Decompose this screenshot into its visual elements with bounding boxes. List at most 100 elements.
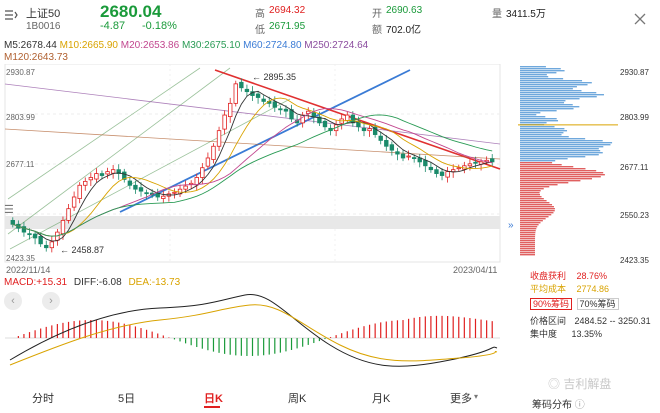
chip-bar <box>520 76 549 78</box>
candle-body <box>27 233 32 236</box>
candlestick-chart[interactable] <box>0 64 510 264</box>
stock-code: 1B0016 <box>26 21 61 32</box>
candle-body <box>233 83 238 104</box>
chip90-button[interactable]: 90%筹码 <box>530 298 573 310</box>
chip-bar <box>520 202 550 204</box>
expand-chart-icon[interactable]: » <box>508 220 514 231</box>
chip-distribution-button[interactable]: 筹码分布 ⓘ <box>532 396 585 411</box>
chip-bar <box>520 224 539 226</box>
close-icon[interactable] <box>634 12 646 25</box>
chip-bar <box>520 150 601 152</box>
ma120-value: M120:2643.73 <box>4 52 68 63</box>
candle-body <box>44 244 49 249</box>
candle-body <box>400 153 406 159</box>
high-value: 2694.32 <box>269 5 306 16</box>
volume-value: 3411.5万 <box>506 9 546 20</box>
more-dropdown-icon[interactable]: ▾ <box>474 392 479 401</box>
chip-bar <box>520 108 574 110</box>
chip70-button[interactable]: 70%筹码 <box>576 298 619 310</box>
chip-bar <box>520 166 574 168</box>
chip-bar <box>520 130 568 132</box>
chip-bar <box>520 182 569 184</box>
chip-bar <box>520 200 547 202</box>
chip-bar <box>520 116 546 118</box>
drawing-tool-icon[interactable]: ☰ <box>4 204 14 216</box>
open-value: 2690.63 <box>386 5 423 16</box>
low-label: 低 <box>255 25 265 36</box>
candle-body <box>490 158 495 163</box>
chip-bar <box>520 176 601 178</box>
prev-icon[interactable]: ‹ <box>4 292 22 310</box>
candle-body <box>467 163 473 167</box>
candle-body <box>239 81 244 89</box>
chip-bar <box>520 214 552 216</box>
chip-distribution-label: 筹码分布 <box>532 400 572 411</box>
chip-bar <box>520 164 562 166</box>
candle-body <box>283 108 289 112</box>
candle-body <box>406 155 411 158</box>
candle-body <box>138 187 144 192</box>
low-value: 2671.95 <box>269 21 306 32</box>
candle-body <box>116 169 121 174</box>
chip-bar <box>520 170 597 172</box>
chip-bar <box>520 86 577 88</box>
tab-weekly-k[interactable]: 周K <box>288 393 307 405</box>
next-icon[interactable]: › <box>42 292 60 310</box>
candle-body <box>255 93 261 98</box>
menu-icon[interactable] <box>4 8 18 22</box>
tab-5day[interactable]: 5日 <box>118 393 136 405</box>
tab-more[interactable]: 更多 <box>450 393 472 405</box>
chip-bar <box>520 146 604 148</box>
chip-bar <box>520 122 547 124</box>
candle-body <box>71 196 77 208</box>
chip-bar <box>520 212 554 214</box>
chip-bar <box>520 104 573 106</box>
chip-bar <box>520 106 580 108</box>
concentration-value: 13.35% <box>571 329 603 339</box>
peak-value: 2895.35 <box>263 72 297 82</box>
chip-bar <box>520 142 613 144</box>
chip-bar <box>520 196 542 198</box>
candle-body <box>378 135 383 141</box>
tab-intraday[interactable]: 分时 <box>32 393 54 405</box>
chip-bar <box>520 216 549 218</box>
chip-bar <box>520 236 536 238</box>
tab-monthly-k[interactable]: 月K <box>372 393 391 405</box>
ma5-value: M5:2678.44 <box>4 40 57 51</box>
tab-daily-k[interactable]: 日K <box>204 393 223 405</box>
candle-body <box>428 166 434 171</box>
chip-bar <box>520 70 565 72</box>
chip-bar <box>520 148 599 150</box>
chip-bar <box>520 192 540 194</box>
candle-body <box>155 193 160 198</box>
cost-label: 平均成本 <box>530 284 567 294</box>
candle-body <box>317 116 322 124</box>
chip-bar <box>520 174 605 176</box>
chip-bar <box>520 190 541 192</box>
candle-body <box>32 233 38 239</box>
ma20-value: M20:2653.86 <box>120 40 180 51</box>
chip-bar <box>520 144 611 146</box>
price-change-pct: -0.18% <box>142 20 177 32</box>
chip-bar <box>520 186 550 188</box>
chip-bar <box>520 204 553 206</box>
chip-bar <box>520 162 553 164</box>
chip-bar <box>520 94 604 96</box>
chip-bar <box>520 114 537 116</box>
candle-body <box>94 173 99 180</box>
price-tick-3: 2677.11 <box>620 163 649 172</box>
chip-bar <box>520 138 586 140</box>
price-change: -4.87 <box>100 20 126 32</box>
chip-bar <box>520 82 592 84</box>
candle-body <box>384 140 389 147</box>
watermark-text: 吉利解盘 <box>563 377 612 391</box>
candle-body <box>423 159 428 167</box>
candle-body <box>261 98 266 102</box>
chip-bar <box>520 188 544 190</box>
ma-line <box>12 97 493 237</box>
chip-bar <box>520 152 603 154</box>
chip-bar <box>520 230 536 232</box>
chip-bar <box>520 134 562 136</box>
chip-bar <box>520 184 558 186</box>
chip-bar <box>520 244 536 246</box>
